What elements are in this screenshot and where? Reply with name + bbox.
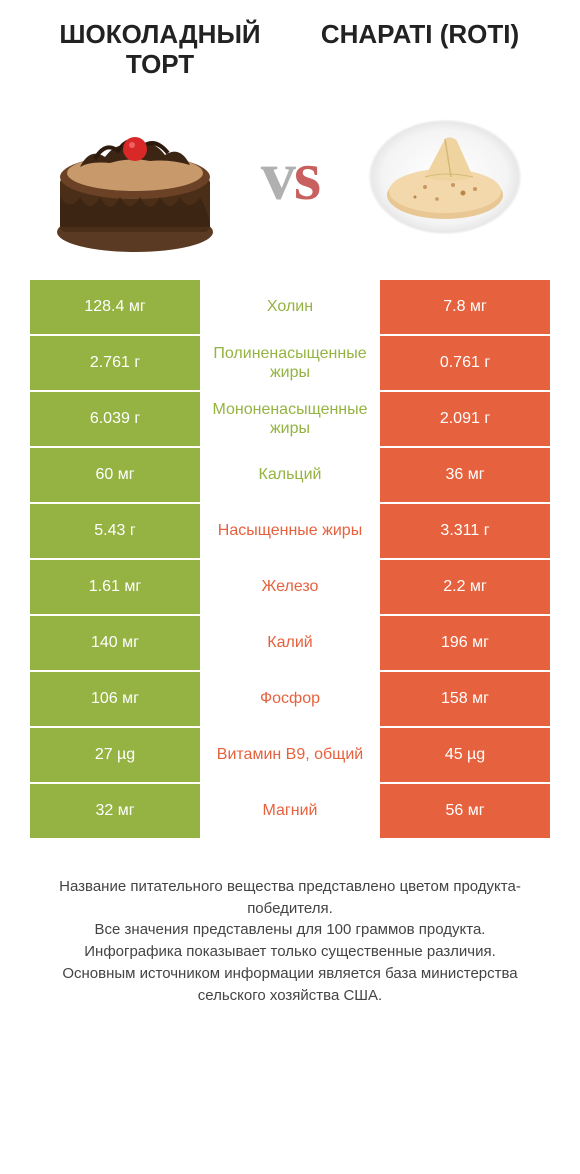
left-product-image [40, 92, 230, 262]
left-value-cell: 6.039 г [30, 392, 200, 446]
footer-line: Название питательного вещества представл… [30, 876, 550, 920]
left-value-cell: 5.43 г [30, 504, 200, 558]
nutrient-label: Железо [200, 560, 380, 614]
left-value-cell: 32 мг [30, 784, 200, 838]
comparison-table: 128.4 мгХолин7.8 мг2.761 гПолиненасыщенн… [30, 280, 550, 840]
nutrient-label: Витамин B9, общий [200, 728, 380, 782]
footer-line: Основным источником информации является … [30, 963, 550, 1007]
footer-line: Инфографика показывает только существенн… [30, 941, 550, 963]
right-value-cell: 45 µg [380, 728, 550, 782]
right-value-cell: 0.761 г [380, 336, 550, 390]
nutrient-label: Холин [200, 280, 380, 334]
right-value-cell: 56 мг [380, 784, 550, 838]
nutrient-label: Мононенасыщенные жиры [200, 392, 380, 446]
roti-icon [375, 127, 515, 227]
header: ШОКОЛАДНЫЙ ТОРТ CHAPATI (ROTI) [30, 20, 550, 92]
right-value-cell: 2.091 г [380, 392, 550, 446]
nutrient-label: Калий [200, 616, 380, 670]
left-value-cell: 140 мг [30, 616, 200, 670]
right-value-cell: 196 мг [380, 616, 550, 670]
table-row: 2.761 гПолиненасыщенные жиры0.761 г [30, 336, 550, 392]
left-value-cell: 128.4 мг [30, 280, 200, 334]
images-row: vs [30, 92, 550, 280]
nutrient-label: Насыщенные жиры [200, 504, 380, 558]
table-row: 5.43 гНасыщенные жиры3.311 г [30, 504, 550, 560]
nutrient-label: Кальций [200, 448, 380, 502]
footer-line: Все значения представлены для 100 граммо… [30, 919, 550, 941]
left-value-cell: 2.761 г [30, 336, 200, 390]
table-row: 32 мгМагний56 мг [30, 784, 550, 840]
nutrient-label: Полиненасыщенные жиры [200, 336, 380, 390]
right-product-title: CHAPATI (ROTI) [310, 20, 530, 80]
right-value-cell: 2.2 мг [380, 560, 550, 614]
left-product-title: ШОКОЛАДНЫЙ ТОРТ [50, 20, 270, 80]
right-value-cell: 36 мг [380, 448, 550, 502]
left-value-cell: 1.61 мг [30, 560, 200, 614]
table-row: 140 мгКалий196 мг [30, 616, 550, 672]
table-row: 106 мгФосфор158 мг [30, 672, 550, 728]
right-value-cell: 3.311 г [380, 504, 550, 558]
right-value-cell: 7.8 мг [380, 280, 550, 334]
footer-notes: Название питательного вещества представл… [30, 840, 550, 1007]
table-row: 128.4 мгХолин7.8 мг [30, 280, 550, 336]
left-value-cell: 106 мг [30, 672, 200, 726]
vs-label: vs [261, 137, 319, 217]
right-product-image [350, 92, 540, 262]
table-row: 60 мгКальций36 мг [30, 448, 550, 504]
nutrient-label: Магний [200, 784, 380, 838]
left-value-cell: 27 µg [30, 728, 200, 782]
cake-icon [50, 97, 220, 257]
infographic-container: ШОКОЛАДНЫЙ ТОРТ CHAPATI (ROTI) vs [0, 0, 580, 1036]
table-row: 6.039 гМононенасыщенные жиры2.091 г [30, 392, 550, 448]
table-row: 1.61 мгЖелезо2.2 мг [30, 560, 550, 616]
right-value-cell: 158 мг [380, 672, 550, 726]
table-row: 27 µgВитамин B9, общий45 µg [30, 728, 550, 784]
nutrient-label: Фосфор [200, 672, 380, 726]
left-value-cell: 60 мг [30, 448, 200, 502]
